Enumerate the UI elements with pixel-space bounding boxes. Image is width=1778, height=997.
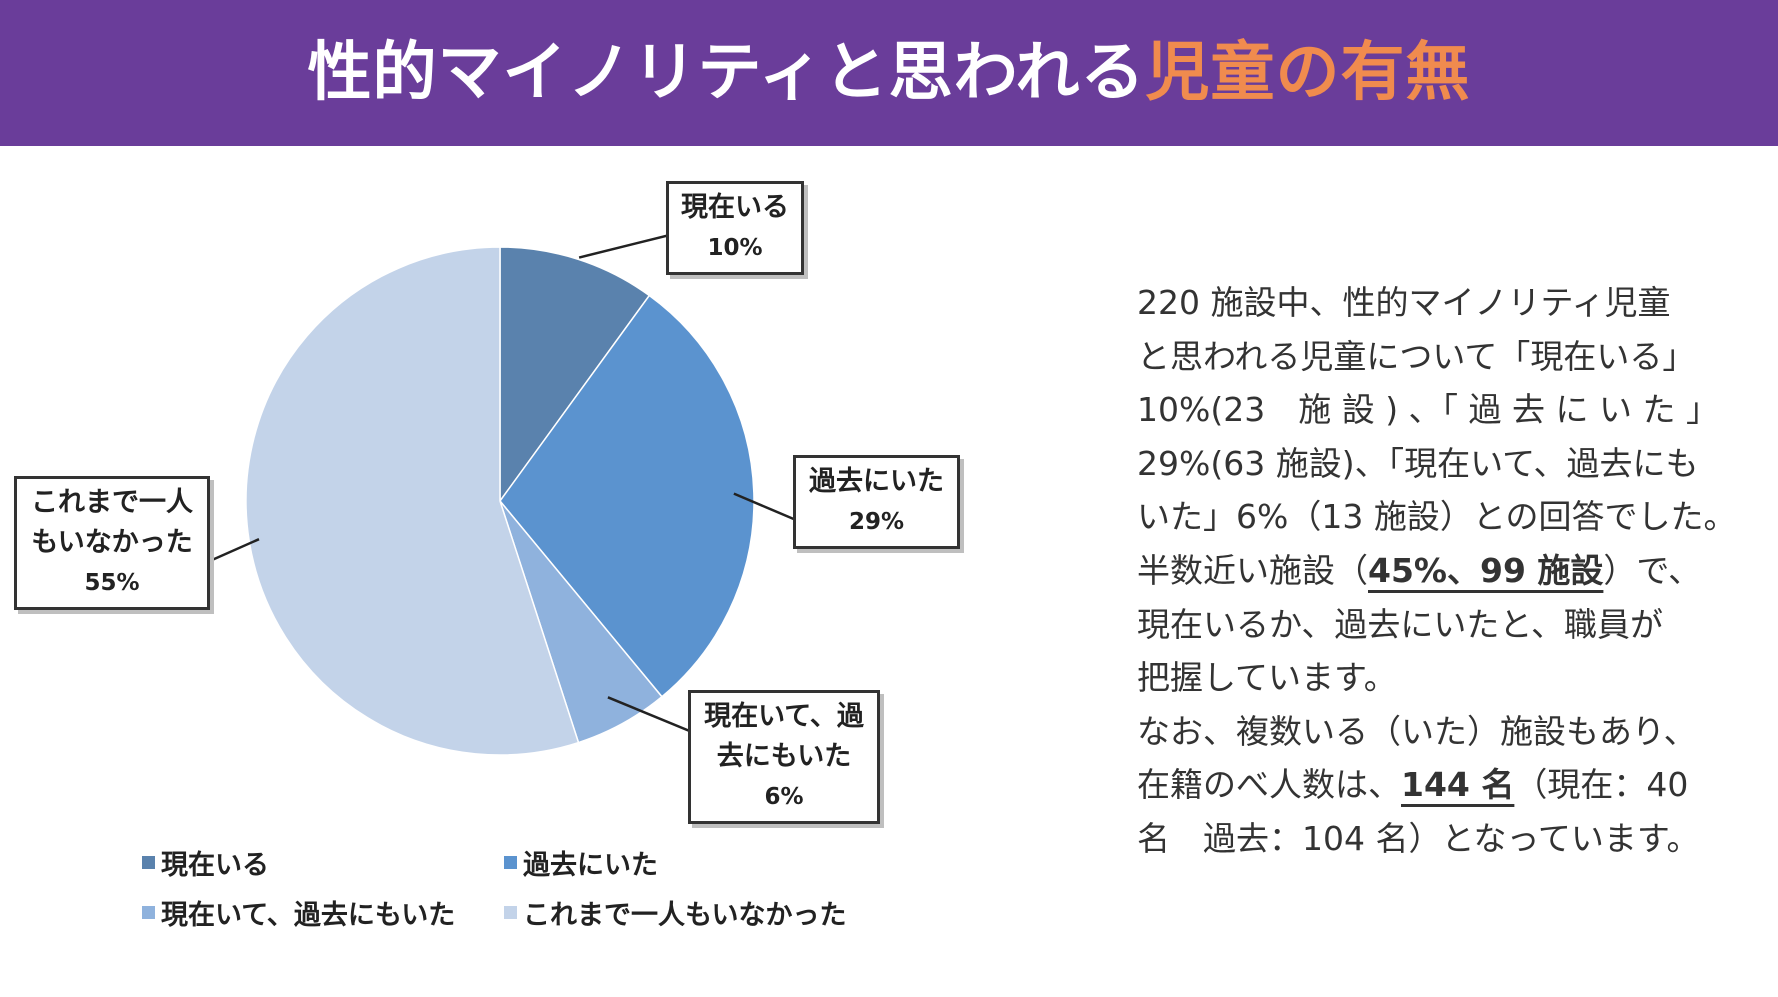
desc-text: （現在：40: [1514, 765, 1689, 805]
callout-now-and-past-pct: 6%: [764, 784, 804, 810]
legend-item-past: 過去にいた: [504, 843, 658, 882]
legend-label-now-and-past: 現在いて、過去にもいた: [161, 900, 456, 931]
slide-header: 性的マイノリティと思われる児童の有無: [0, 0, 1778, 146]
desc-line: なお、複数いる（いた）施設もあり、: [1137, 711, 1697, 751]
callout-never-line2: もいなかった: [31, 527, 193, 558]
pie-slice-never: [245, 246, 580, 756]
callout-past-pct: 29%: [848, 509, 905, 535]
pie-slices: [245, 246, 755, 756]
desc-highlight-45pct: 45%、99 施設: [1368, 550, 1604, 590]
callout-now-and-past: 現在いて、過 去にもいた 6%: [688, 690, 880, 824]
title-accent: 児童の有無: [1145, 36, 1471, 110]
desc-line: 220 施設中、性的マイノリティ児童: [1137, 283, 1671, 322]
legend-item-now-and-past: 現在いて、過去にもいた: [142, 893, 455, 932]
legend-swatch-past: [504, 856, 517, 869]
callout-now: 現在いる 10%: [666, 181, 804, 275]
desc-line: 把握しています。: [1137, 658, 1397, 698]
desc-text: 半数近い施設（: [1137, 550, 1368, 590]
legend-label-past: 過去にいた: [523, 850, 658, 881]
desc-highlight-144: 144 名: [1401, 765, 1515, 805]
callout-never-pct: 55%: [84, 570, 140, 596]
title-main: 性的マイノリティと思われる: [307, 36, 1146, 110]
legend-item-never: これまで一人もいなかった: [504, 893, 846, 932]
slide-title: 性的マイノリティと思われる児童の有無: [308, 41, 1471, 105]
pie-chart: [211, 226, 797, 762]
desc-line: いた」6%（13 施設）との回答でした。: [1137, 497, 1737, 537]
legend-swatch-never: [504, 906, 517, 919]
desc-line: 29%(63 施設)、「現在いて、過去にも: [1137, 443, 1699, 483]
callout-now-and-past-line1: 現在いて、過: [704, 701, 864, 732]
desc-text: ）で、: [1603, 550, 1702, 590]
leader-past: [733, 492, 797, 522]
desc-line: 現在いるか、過去にいたと、職員が: [1137, 604, 1664, 644]
description-text: 220 施設中、性的マイノリティ児童 と思われる児童について「現在いる」 10%…: [1137, 276, 1757, 866]
desc-line: 10%(23 施 設 ) 、「 過 去 に い た 」: [1137, 390, 1719, 430]
callout-now-label: 現在いる: [681, 192, 789, 223]
pie-slice-past: [499, 294, 755, 698]
desc-line: 名 過去：104 名）となっています。: [1137, 818, 1700, 858]
callout-never: これまで一人 もいなかった 55%: [14, 476, 210, 610]
desc-line: と思われる児童について「現在いる」: [1137, 336, 1696, 376]
legend-swatch-now-and-past: [142, 906, 155, 919]
legend-label-never: これまで一人もいなかった: [523, 900, 847, 931]
legend-swatch-now: [142, 856, 155, 869]
callout-now-and-past-line2: 去にもいた: [716, 741, 852, 772]
callout-past: 過去にいた 29%: [793, 455, 960, 549]
callout-now-pct: 10%: [707, 235, 763, 261]
leader-never: [211, 538, 260, 562]
pie-slice-now: [499, 246, 651, 504]
callout-never-line1: これまで一人: [31, 487, 193, 518]
legend-item-now: 現在いる: [142, 843, 269, 882]
desc-line: 在籍のべ人数は、144 名（現在：40: [1137, 758, 1757, 812]
callout-past-label: 過去にいた: [809, 466, 944, 497]
desc-text: 在籍のべ人数は、: [1137, 765, 1401, 805]
desc-line: 半数近い施設（45%、99 施設）で、: [1137, 544, 1757, 598]
legend-label-now: 現在いる: [161, 850, 269, 881]
